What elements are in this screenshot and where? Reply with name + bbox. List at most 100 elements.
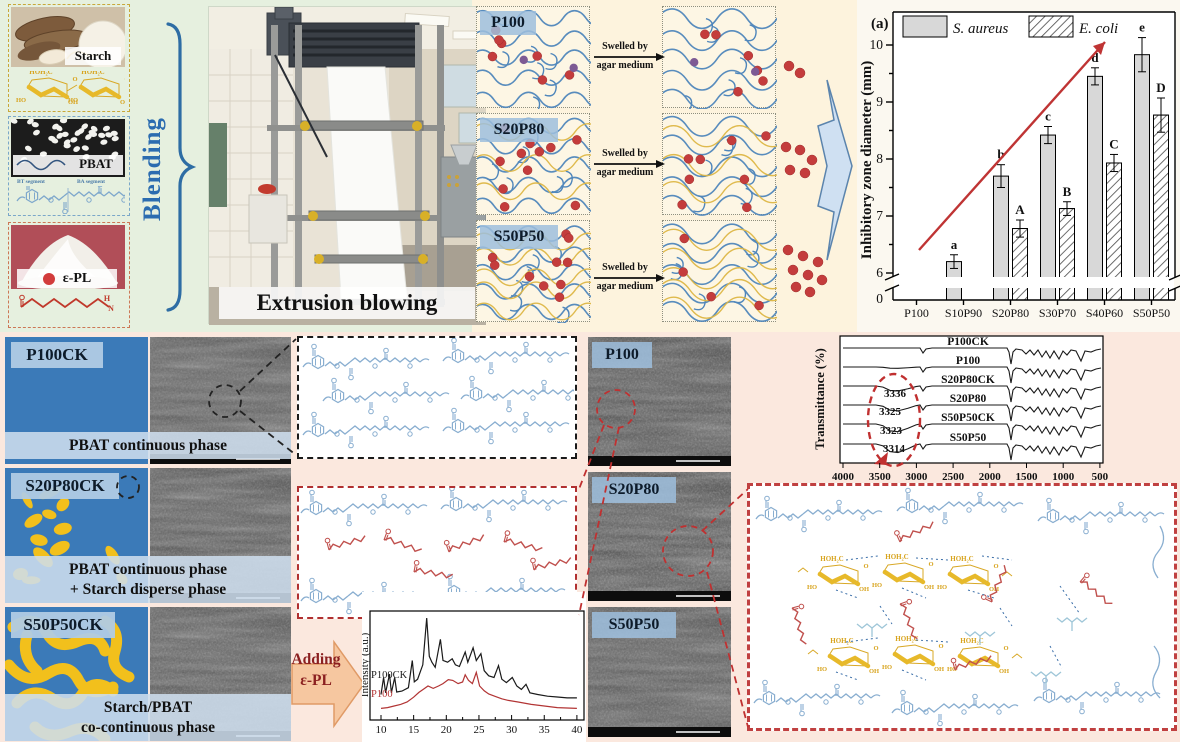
svg-text:HO: HO xyxy=(68,97,78,104)
epl-chain xyxy=(324,535,366,551)
swell-text-3b: agar medium xyxy=(596,281,654,292)
network-label-s50p50: S50P50 xyxy=(480,225,558,249)
svg-text:OH: OH xyxy=(68,99,78,106)
pbat-chain xyxy=(755,495,883,533)
pbat-label-chip: PBAT xyxy=(71,155,121,173)
svg-text:e: e xyxy=(1139,20,1145,35)
blending-brace xyxy=(166,22,197,312)
side-machine-green xyxy=(209,123,227,207)
epl-structure: HN xyxy=(19,294,114,313)
svg-text:E. coli: E. coli xyxy=(1078,21,1118,37)
pbat-chain xyxy=(322,377,450,415)
swell-text-2b: agar medium xyxy=(596,167,654,178)
network-s20p80-after xyxy=(656,113,838,216)
s50p50ck-label-chip: S50P50CK xyxy=(11,612,115,638)
s20p80ck-caption-line2: + Starch disperse phase xyxy=(69,580,227,598)
svg-text:HOH₂C: HOH₂C xyxy=(895,635,919,643)
cassava-roots xyxy=(15,16,91,65)
pbat-curve xyxy=(16,159,66,171)
p100ck-label: P100CK xyxy=(26,345,88,364)
network-p100-before xyxy=(470,6,610,114)
svg-text:S20P80: S20P80 xyxy=(950,393,987,405)
svg-text:HO: HO xyxy=(882,664,892,671)
svg-text:b: b xyxy=(997,147,1004,162)
svg-text:15: 15 xyxy=(408,724,420,736)
pbat-chain xyxy=(460,375,588,413)
svg-text:S40P60: S40P60 xyxy=(1086,306,1123,320)
extrusion-figure: Extrusion blowing xyxy=(208,6,487,325)
svg-text:10: 10 xyxy=(870,37,884,52)
network-label-s20p80: S20P80 xyxy=(480,118,558,142)
p100ck-label-chip: P100CK xyxy=(11,342,103,368)
svg-text:O: O xyxy=(928,561,933,568)
epl-label: ε-PL xyxy=(62,270,92,286)
svg-text:S20P80CK: S20P80CK xyxy=(941,374,995,386)
svg-text:a: a xyxy=(951,237,958,252)
svg-text:3325: 3325 xyxy=(879,406,902,418)
svg-text:3314: 3314 xyxy=(883,443,906,455)
s50p50ck-label: S50P50CK xyxy=(23,615,103,634)
adding-line2: ε-PL xyxy=(300,671,332,689)
svg-text:20: 20 xyxy=(441,724,453,736)
svg-text:9: 9 xyxy=(876,94,883,109)
swell-text-3a: Swelled by xyxy=(602,262,648,273)
svg-text:HO: HO xyxy=(937,584,947,591)
svg-text:0: 0 xyxy=(876,291,883,306)
left-equipment xyxy=(248,184,288,244)
s50p50-sem-label: S50P50 xyxy=(608,616,660,633)
svg-text:7: 7 xyxy=(876,208,883,223)
s20p80ck-caption: PBAT continuous phase + Starch disperse … xyxy=(5,556,291,603)
svg-text:3000: 3000 xyxy=(905,471,928,481)
pbat-chain xyxy=(16,186,125,214)
network-label-p100: P100 xyxy=(480,11,536,35)
svg-text:HOH₂C: HOH₂C xyxy=(820,555,844,563)
pbat-chain xyxy=(896,487,1024,525)
svg-text:N: N xyxy=(108,304,114,313)
svg-text:OH: OH xyxy=(859,586,869,593)
epl-chain xyxy=(530,557,572,571)
svg-text:P100: P100 xyxy=(956,355,981,367)
svg-text:Transmittance (%): Transmittance (%) xyxy=(813,348,827,449)
network-label-p100-text: P100 xyxy=(491,14,525,31)
pbat-structure xyxy=(16,186,125,214)
pbat-label: PBAT xyxy=(79,156,113,171)
svg-text:O: O xyxy=(993,563,998,570)
s50p50ck-caption: Starch/PBAT co-continuous phase xyxy=(5,694,291,741)
network-s50p50-after xyxy=(656,220,838,323)
p100ck-caption-line1: PBAT continuous phase xyxy=(69,436,227,454)
svg-text:S50P50CK: S50P50CK xyxy=(941,412,995,424)
svg-text:S20P80: S20P80 xyxy=(992,306,1029,320)
svg-text:OH: OH xyxy=(120,99,125,106)
epl-chain xyxy=(383,528,422,553)
network-p100-after xyxy=(656,6,838,113)
svg-text:HOH₂C: HOH₂C xyxy=(950,555,974,563)
svg-text:4000: 4000 xyxy=(832,471,855,481)
pbat-chain xyxy=(300,489,428,527)
epl-dot-icon xyxy=(42,272,55,285)
svg-text:S30P70: S30P70 xyxy=(1039,306,1076,320)
svg-text:D: D xyxy=(1156,80,1165,95)
svg-text:A: A xyxy=(1015,202,1025,217)
adding-epl-text: Adding ε-PL xyxy=(288,650,344,692)
svg-text:OH: OH xyxy=(934,666,944,673)
epl-chain xyxy=(1079,572,1113,605)
svg-text:6: 6 xyxy=(876,265,883,280)
pbat-chain xyxy=(440,485,568,523)
pbat-chain xyxy=(442,407,570,445)
svg-text:O: O xyxy=(124,76,125,83)
svg-text:OH: OH xyxy=(869,668,879,675)
svg-text:10: 10 xyxy=(376,724,388,736)
svg-text:Inhibitory zone diameter (mm): Inhibitory zone diameter (mm) xyxy=(859,61,875,259)
p100ck-caption: PBAT continuous phase xyxy=(5,432,291,459)
svg-text:(a): (a) xyxy=(871,16,889,32)
glycerol-molecule xyxy=(964,631,996,645)
